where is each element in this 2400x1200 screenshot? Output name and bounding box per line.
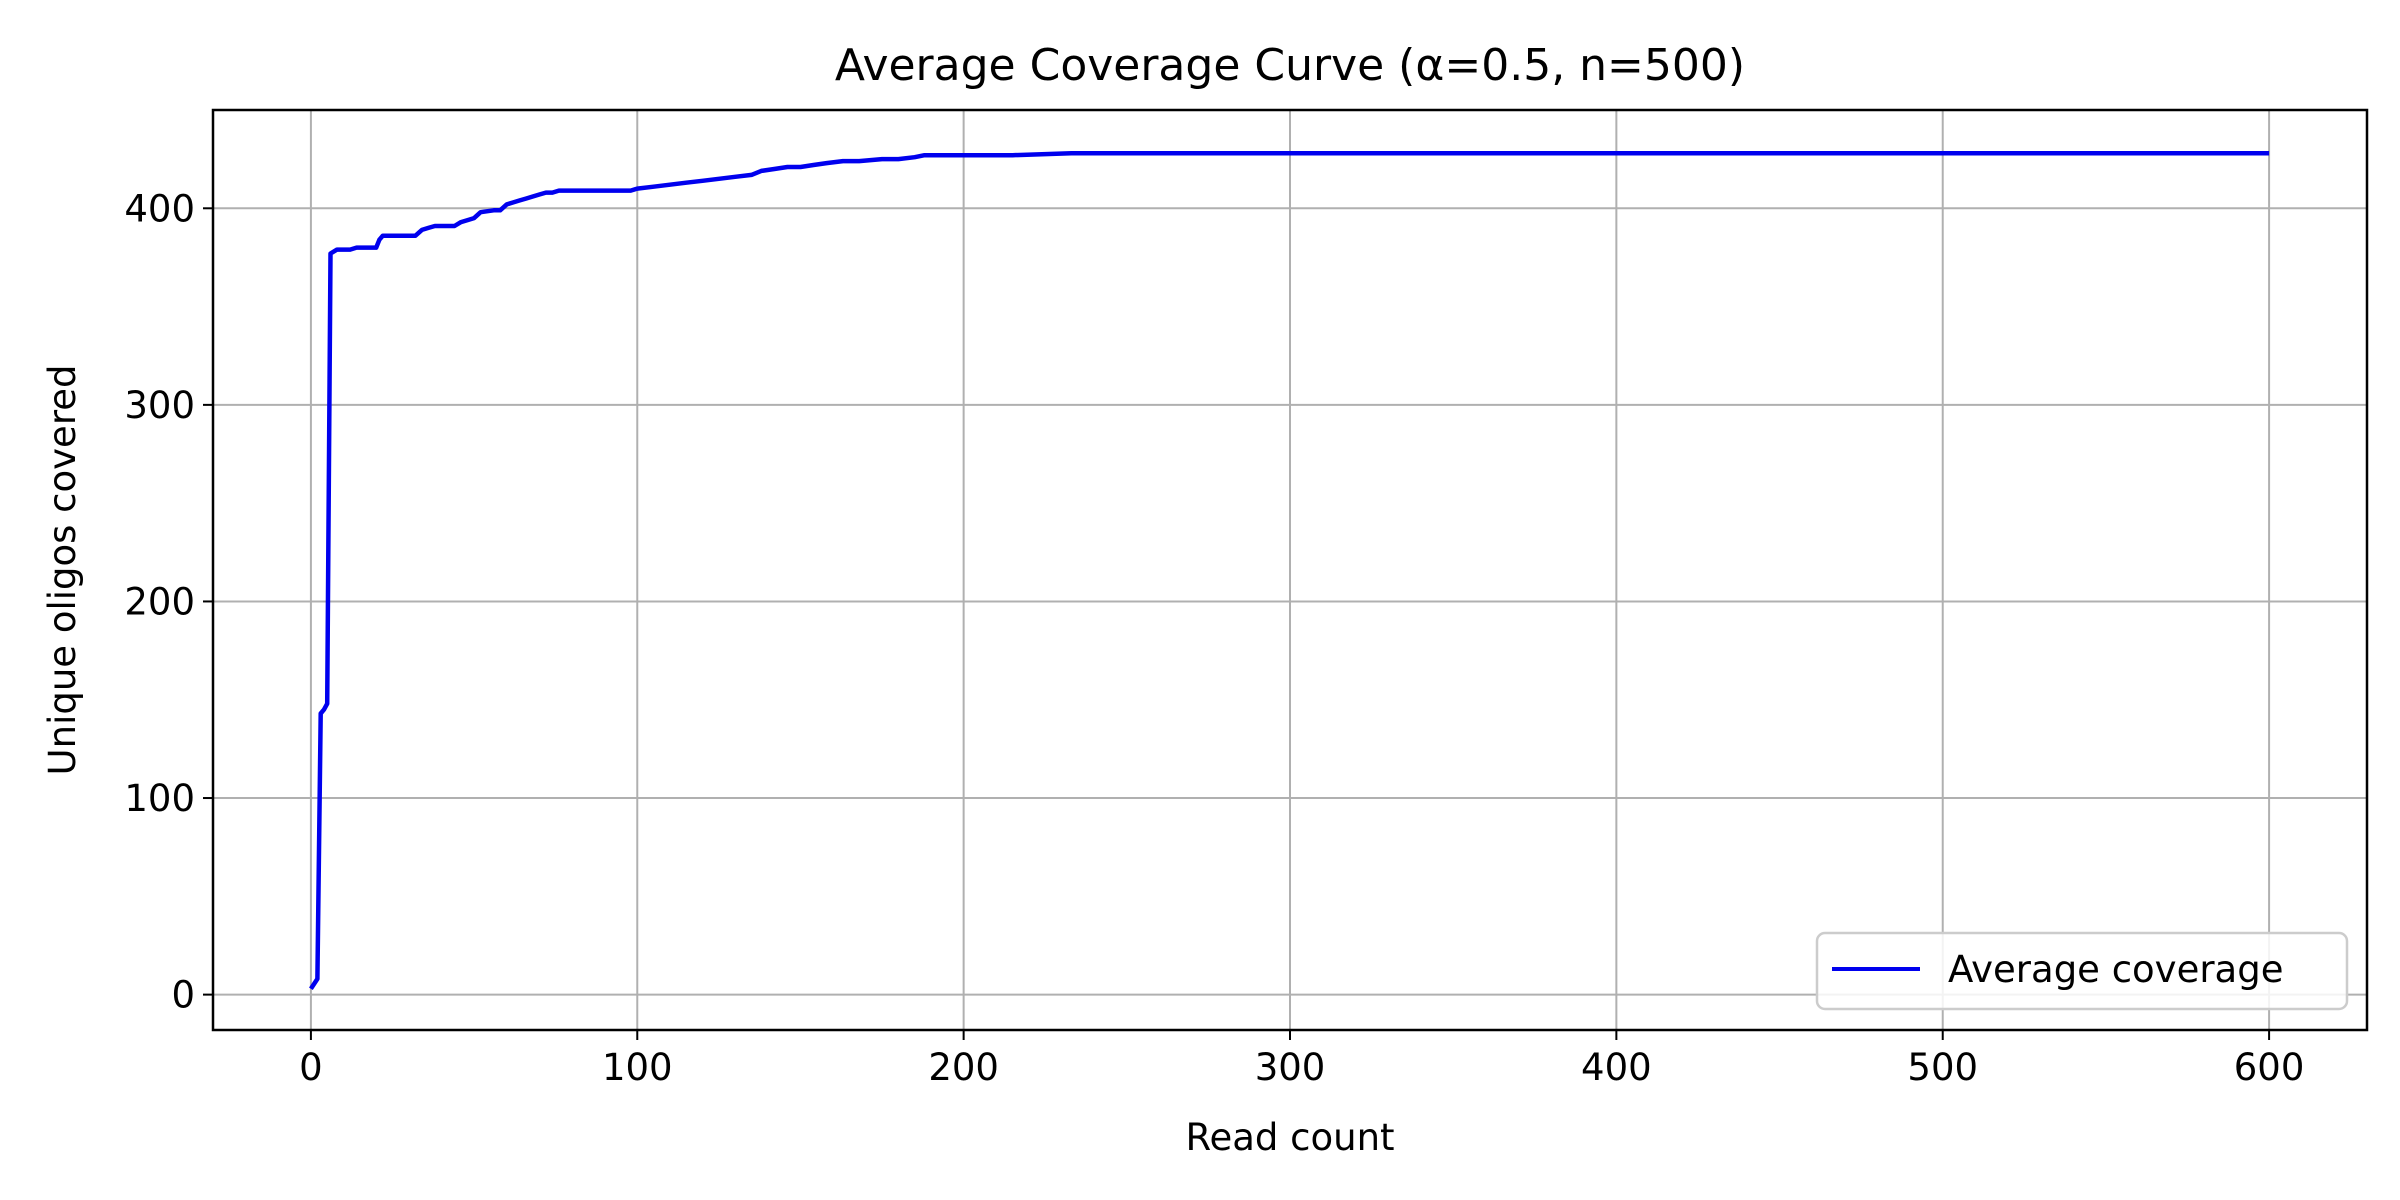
legend-box: [1815, 931, 2349, 1011]
coverage-series-line: [309, 150, 2270, 990]
chart-title: Average Coverage Curve (α=0.5, n=500): [835, 40, 1745, 91]
series-layer: [309, 150, 2270, 990]
y-tick-label: 200: [124, 580, 195, 623]
x-tick-label: 300: [1255, 1046, 1326, 1089]
ticks: 0 100 200 300 400 500 600 0 100 200 300 400: [124, 187, 2304, 1089]
y-tick-label: 100: [124, 777, 195, 820]
legend-label: Average coverage: [1948, 948, 2283, 991]
x-tick-label: 100: [602, 1046, 673, 1089]
y-axis-label: Unique oligos covered: [41, 365, 84, 776]
legend: Average coverage: [1815, 931, 2349, 1011]
x-tick-label: 500: [1907, 1046, 1978, 1089]
y-tick-label: 0: [171, 974, 195, 1017]
x-tick-label: 400: [1581, 1046, 1652, 1089]
y-tick-label: 300: [124, 384, 195, 427]
x-tick-label: 600: [2234, 1046, 2305, 1089]
grid: [213, 110, 2367, 1030]
x-tick-label: 0: [299, 1046, 323, 1089]
y-tick-label: 400: [124, 187, 195, 230]
x-axis-label: Read count: [1185, 1116, 1394, 1159]
x-tick-label: 200: [928, 1046, 999, 1089]
